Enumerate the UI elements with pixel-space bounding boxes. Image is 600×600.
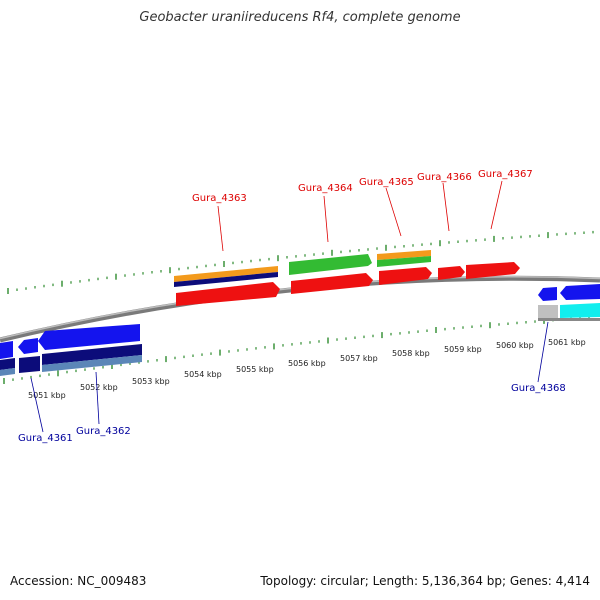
gene-gura-4365-orange[interactable] bbox=[377, 250, 431, 260]
map-title: Geobacter uraniireducens Rf4, complete g… bbox=[139, 10, 461, 25]
kbp-label-5054: 5054 kbp bbox=[184, 370, 222, 379]
kbp-label-5061: 5061 kbp bbox=[548, 338, 586, 347]
kbp-label-5052: 5052 kbp bbox=[80, 383, 118, 392]
kbp-label-5055: 5055 kbp bbox=[236, 365, 274, 374]
outer-tick-ring bbox=[7, 230, 594, 294]
gene-gura-4367-red[interactable] bbox=[466, 262, 520, 279]
topology-text: Topology: circular; Length: 5,136,364 bp… bbox=[260, 574, 590, 588]
label-gura-4367[interactable]: Gura_4367 bbox=[478, 169, 533, 180]
kbp-label-5053: 5053 kbp bbox=[132, 377, 170, 386]
label-gura-4366[interactable]: Gura_4366 bbox=[417, 172, 472, 183]
gene-gura-4361-blue-a[interactable] bbox=[0, 341, 13, 359]
gene-gura-4364-red[interactable] bbox=[291, 273, 373, 294]
gene-gura-4363-red[interactable] bbox=[176, 282, 280, 306]
gene-gura-4362-steel[interactable] bbox=[42, 355, 142, 372]
label-gura-4365[interactable]: Gura_4365 bbox=[359, 177, 414, 188]
accession-text: Accession: NC_009483 bbox=[10, 574, 147, 588]
kbp-scale: 5051 kbp 5052 kbp 5053 kbp 5054 kbp 5055… bbox=[28, 338, 586, 400]
kbp-label-5057: 5057 kbp bbox=[340, 354, 378, 363]
kbp-label-5059: 5059 kbp bbox=[444, 345, 482, 354]
gene-gura-4361-blue-b[interactable] bbox=[18, 338, 38, 354]
gene-gura-4363-navy[interactable] bbox=[174, 272, 278, 287]
gene-gura-4362-blue[interactable] bbox=[38, 324, 140, 350]
gene-gura-4361-navy-a[interactable] bbox=[0, 358, 15, 370]
gene-gura-4366-red[interactable] bbox=[438, 266, 465, 280]
kbp-label-5051: 5051 kbp bbox=[28, 391, 66, 400]
gene-gura-4368-blue-b[interactable] bbox=[560, 284, 600, 300]
reverse-gene-labels: Gura_4361 Gura_4362 Gura_4368 bbox=[18, 383, 566, 444]
label-gura-4368[interactable]: Gura_4368 bbox=[511, 383, 566, 394]
kbp-label-5058: 5058 kbp bbox=[392, 349, 430, 358]
label-gura-4361[interactable]: Gura_4361 bbox=[18, 433, 73, 444]
gene-gura-4361-navy-b[interactable] bbox=[19, 356, 40, 373]
gene-gura-4361-steel[interactable] bbox=[0, 368, 15, 376]
label-gura-4363[interactable]: Gura_4363 bbox=[192, 193, 247, 204]
label-gura-4364[interactable]: Gura_4364 bbox=[298, 183, 353, 194]
gene-gura-4365-green[interactable] bbox=[377, 256, 431, 267]
kbp-label-5060: 5060 kbp bbox=[496, 341, 534, 350]
label-gura-4362[interactable]: Gura_4362 bbox=[76, 426, 131, 437]
gene-gura-4368-cyan[interactable] bbox=[560, 303, 600, 318]
gene-gura-4368-gray[interactable] bbox=[538, 305, 558, 318]
kbp-label-5056: 5056 kbp bbox=[288, 359, 326, 368]
gene-gura-4364-green[interactable] bbox=[289, 254, 372, 275]
gene-gura-4363-orange[interactable] bbox=[174, 266, 278, 282]
gene-gura-4362-navy[interactable] bbox=[42, 344, 142, 365]
forward-gene-labels: Gura_4363 Gura_4364 Gura_4365 Gura_4366 … bbox=[192, 169, 533, 204]
gene-gura-4368-blue-a[interactable] bbox=[538, 287, 557, 301]
gene-gura-4365-red[interactable] bbox=[379, 267, 432, 285]
